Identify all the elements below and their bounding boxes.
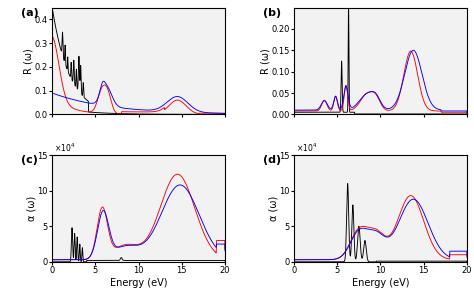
Text: $\times 10^4$: $\times 10^4$ <box>54 141 75 154</box>
Text: (b): (b) <box>263 8 281 17</box>
Text: (d): (d) <box>263 155 281 165</box>
X-axis label: Energy (eV): Energy (eV) <box>110 278 167 288</box>
Y-axis label: R (ω): R (ω) <box>260 48 270 74</box>
Y-axis label: R (ω): R (ω) <box>23 48 33 74</box>
Y-axis label: α (ω): α (ω) <box>26 196 36 221</box>
Y-axis label: α (ω): α (ω) <box>268 196 278 221</box>
X-axis label: Energy (eV): Energy (eV) <box>352 278 409 288</box>
Text: (c): (c) <box>21 155 38 165</box>
Text: (a): (a) <box>21 8 39 17</box>
Text: $\times 10^4$: $\times 10^4$ <box>296 141 317 154</box>
